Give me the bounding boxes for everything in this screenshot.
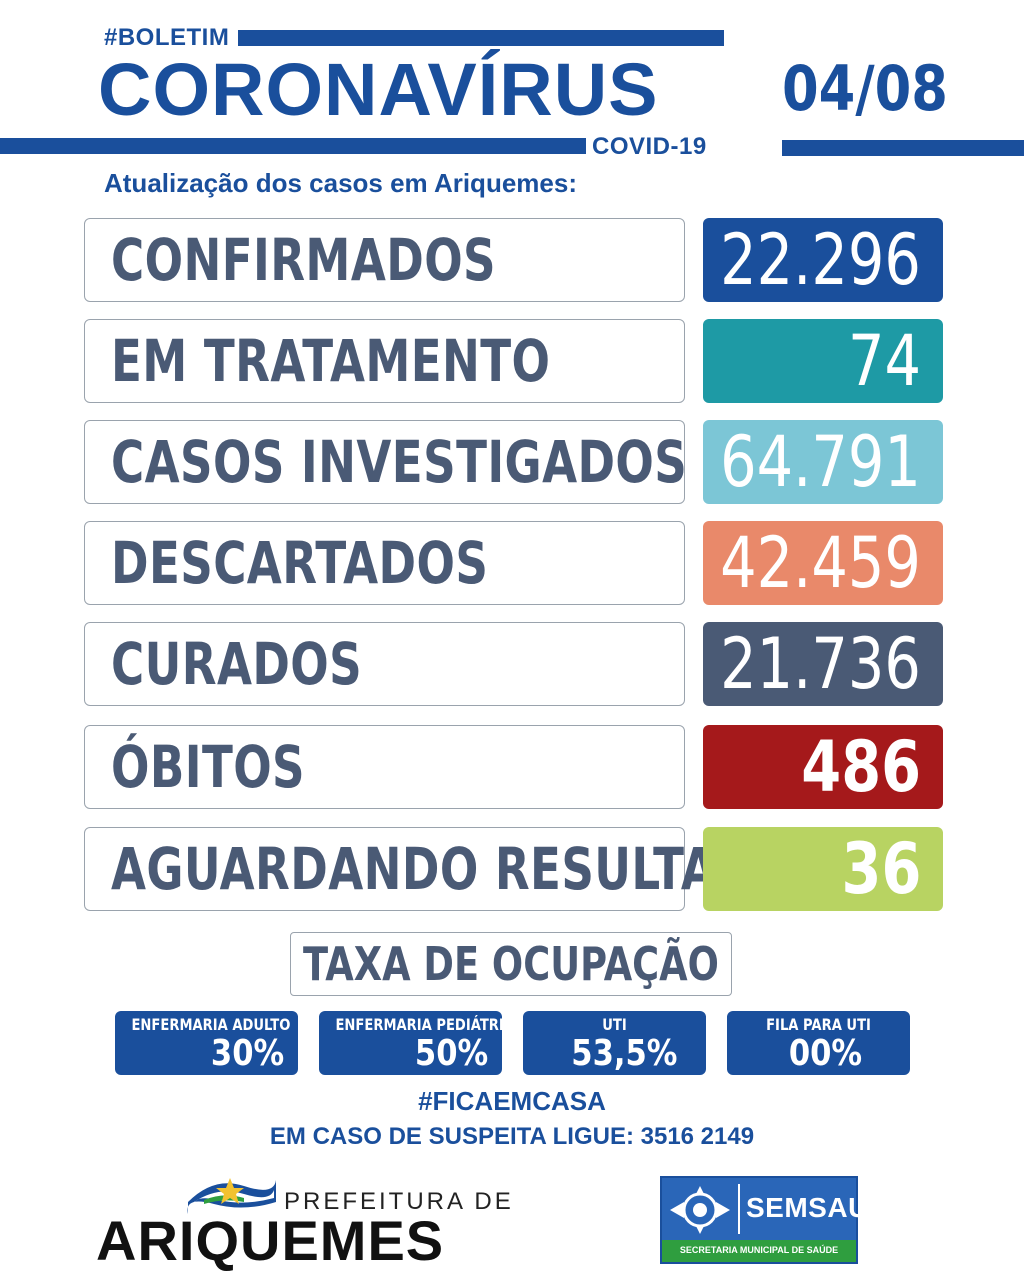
- stat-value-box-obitos: 486: [703, 725, 943, 809]
- stat-label: ÓBITOS: [111, 733, 306, 801]
- header-top-bar: [238, 30, 724, 46]
- prefeitura-city-name: ARIQUEMES: [96, 1209, 445, 1272]
- stat-label: AGUARDANDO RESULTADO: [111, 835, 794, 903]
- stat-label-box-confirmados: CONFIRMADOS: [84, 218, 685, 302]
- prefeitura-small-text: PREFEITURA DE: [284, 1188, 514, 1215]
- stat-value-box-confirmados: 22.296: [703, 218, 943, 302]
- hashtag-fica-em-casa: #FICAEMCASA: [418, 1086, 606, 1116]
- boletim-tag: #BOLETIM: [104, 24, 230, 51]
- stat-value-box-tratamento: 74: [703, 319, 943, 403]
- suspicion-phone-line: EM CASO DE SUSPEITA LIGUE: 3516 2149: [269, 1123, 755, 1150]
- occupancy-card-uti: UTI 53,5%: [523, 1011, 706, 1075]
- stat-value: 74: [847, 320, 921, 402]
- flag-icon: [187, 1178, 276, 1214]
- stat-label-box-tratamento: EM TRATAMENTO: [84, 319, 685, 403]
- stat-value: 36: [841, 828, 921, 910]
- occupancy-value: 30%: [210, 1033, 284, 1074]
- stat-label-box-descartados: DESCARTADOS: [84, 521, 685, 605]
- stat-label: CURADOS: [111, 630, 363, 698]
- semsau-emblem-icon: [670, 1186, 730, 1234]
- occupancy-label: ENFERMARIA PEDIÁTRICA: [335, 1015, 524, 1034]
- semsau-subtitle: SECRETARIA MUNICIPAL DE SAÚDE: [679, 1245, 839, 1255]
- stat-value: 42.459: [720, 522, 921, 604]
- page-subtitle: Atualização dos casos em Ariquemes:: [104, 168, 577, 198]
- semsau-separator: [738, 1184, 740, 1234]
- semsau-name: SEMSAU: [746, 1192, 869, 1223]
- covid-label: COVID-19: [592, 133, 707, 160]
- stat-label-box-investigados: CASOS INVESTIGADOS: [84, 420, 688, 504]
- stat-value-box-investigados: 64.791: [703, 420, 943, 504]
- stat-label-box-obitos: ÓBITOS: [84, 725, 685, 809]
- semsau-logo: SEMSAU SECRETARIA MUNICIPAL DE SAÚDE: [660, 1176, 868, 1264]
- stat-label: EM TRATAMENTO: [111, 327, 551, 395]
- stat-value-box-aguardando: 36: [703, 827, 943, 911]
- occupancy-title: TAXA DE OCUPAÇÃO: [303, 937, 719, 991]
- stat-label-box-aguardando: AGUARDANDO RESULTADO: [84, 827, 793, 911]
- occupancy-card-enfermaria-pediatrica: ENFERMARIA PEDIÁTRICA 50%: [319, 1011, 524, 1075]
- bulletin-date: 04/08: [782, 52, 948, 125]
- stat-value-box-descartados: 42.459: [703, 521, 943, 605]
- semsau-bottom-band: SECRETARIA MUNICIPAL DE SAÚDE: [662, 1240, 856, 1262]
- stat-value: 22.296: [720, 219, 921, 301]
- occupancy-title-box: TAXA DE OCUPAÇÃO: [290, 932, 732, 996]
- occupancy-card-enfermaria-adulto: ENFERMARIA ADULTO 30%: [115, 1011, 298, 1075]
- occupancy-value: 50%: [414, 1033, 488, 1074]
- occupancy-label: UTI: [602, 1015, 627, 1034]
- stat-label: CASOS INVESTIGADOS: [111, 428, 688, 496]
- stat-label-box-curados: CURADOS: [84, 622, 685, 706]
- page-title: CORONAVÍRUS: [98, 48, 659, 131]
- header-right-bar: [782, 140, 1024, 156]
- stat-label: DESCARTADOS: [111, 529, 489, 597]
- stat-value: 64.791: [720, 421, 921, 503]
- occupancy-value: 00%: [788, 1033, 862, 1074]
- header-left-bar: [0, 138, 586, 154]
- stat-value: 21.736: [720, 623, 921, 705]
- occupancy-value: 53,5%: [570, 1033, 677, 1074]
- stat-value-box-curados: 21.736: [703, 622, 943, 706]
- stat-value: 486: [801, 726, 921, 808]
- semsau-top-band: SEMSAU: [662, 1178, 868, 1240]
- occupancy-label: ENFERMARIA ADULTO: [131, 1015, 291, 1034]
- occupancy-label: FILA PARA UTI: [766, 1015, 871, 1034]
- stat-label: CONFIRMADOS: [111, 226, 497, 294]
- occupancy-card-fila-uti: FILA PARA UTI 00%: [727, 1011, 910, 1075]
